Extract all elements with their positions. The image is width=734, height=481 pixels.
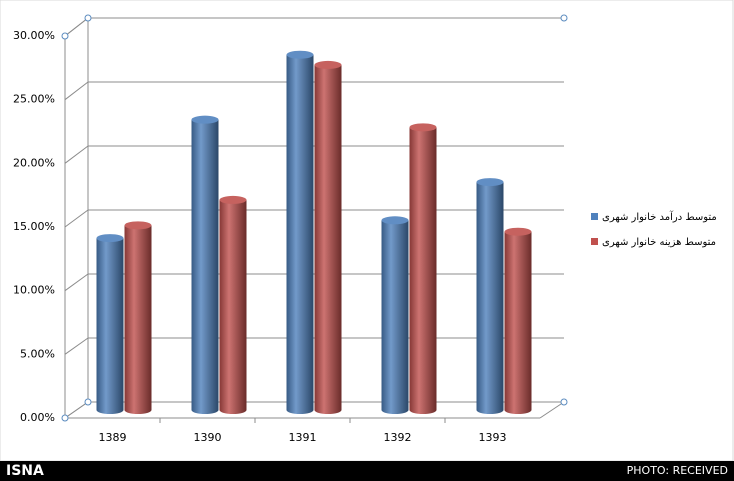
- bar: [381, 220, 409, 410]
- legend-swatch: [591, 238, 598, 245]
- bar: [504, 231, 532, 410]
- x-tick-label: 1389: [99, 431, 127, 444]
- x-tick-label: 1392: [384, 431, 412, 444]
- side-grid-line: [64, 17, 89, 37]
- side-grid-line: [64, 81, 89, 101]
- bar: [124, 225, 152, 410]
- handle: [84, 14, 92, 22]
- bar-top: [286, 50, 314, 59]
- bar-top: [219, 195, 247, 204]
- bar-top: [476, 178, 504, 187]
- footer-credit: PHOTO: RECEIVED: [627, 464, 728, 477]
- y-tick-label: 5.00%: [20, 347, 55, 360]
- footer-logo: ISNA: [6, 463, 44, 479]
- legend-label: متوسط هزینه خانوار شهری: [602, 237, 716, 248]
- y-tick-label: 0.00%: [20, 411, 55, 424]
- y-tick-label: 20.00%: [13, 156, 55, 169]
- bar-top: [96, 234, 124, 243]
- y-tick-label: 10.00%: [13, 284, 55, 297]
- side-grid-line: [64, 401, 89, 419]
- x-tick-label: 1393: [479, 431, 507, 444]
- bar-top: [381, 216, 409, 225]
- legend-label: متوسط درآمد خانوار شهری: [602, 210, 717, 223]
- handle: [61, 32, 69, 40]
- y-tick-label: 25.00%: [13, 93, 55, 106]
- bar: [314, 64, 342, 410]
- side-grid-line: [64, 337, 89, 355]
- footer-bar: [0, 461, 734, 481]
- bar-top: [409, 123, 437, 132]
- side-grid-line: [64, 145, 89, 164]
- handle: [84, 398, 92, 406]
- handle: [560, 398, 568, 406]
- side-grid-line: [64, 209, 89, 228]
- x-tick-label: 1390: [194, 431, 222, 444]
- bar-top: [504, 227, 532, 236]
- x-tick-label: 1391: [289, 431, 317, 444]
- bar: [286, 54, 314, 411]
- handle: [560, 14, 568, 22]
- y-tick-label: 30.00%: [13, 29, 55, 42]
- bar: [96, 238, 124, 410]
- bar: [409, 127, 437, 410]
- selection-handles: [61, 14, 568, 422]
- handle: [61, 414, 69, 422]
- bar-top: [314, 60, 342, 69]
- bar: [476, 182, 504, 410]
- side-grid-line: [64, 273, 89, 292]
- bar-top: [124, 221, 152, 230]
- bar: [191, 119, 219, 411]
- legend-swatch: [591, 213, 598, 220]
- floor-right: [539, 401, 565, 419]
- bar: [219, 199, 247, 410]
- y-tick-label: 15.00%: [13, 220, 55, 233]
- bar-top: [191, 115, 219, 124]
